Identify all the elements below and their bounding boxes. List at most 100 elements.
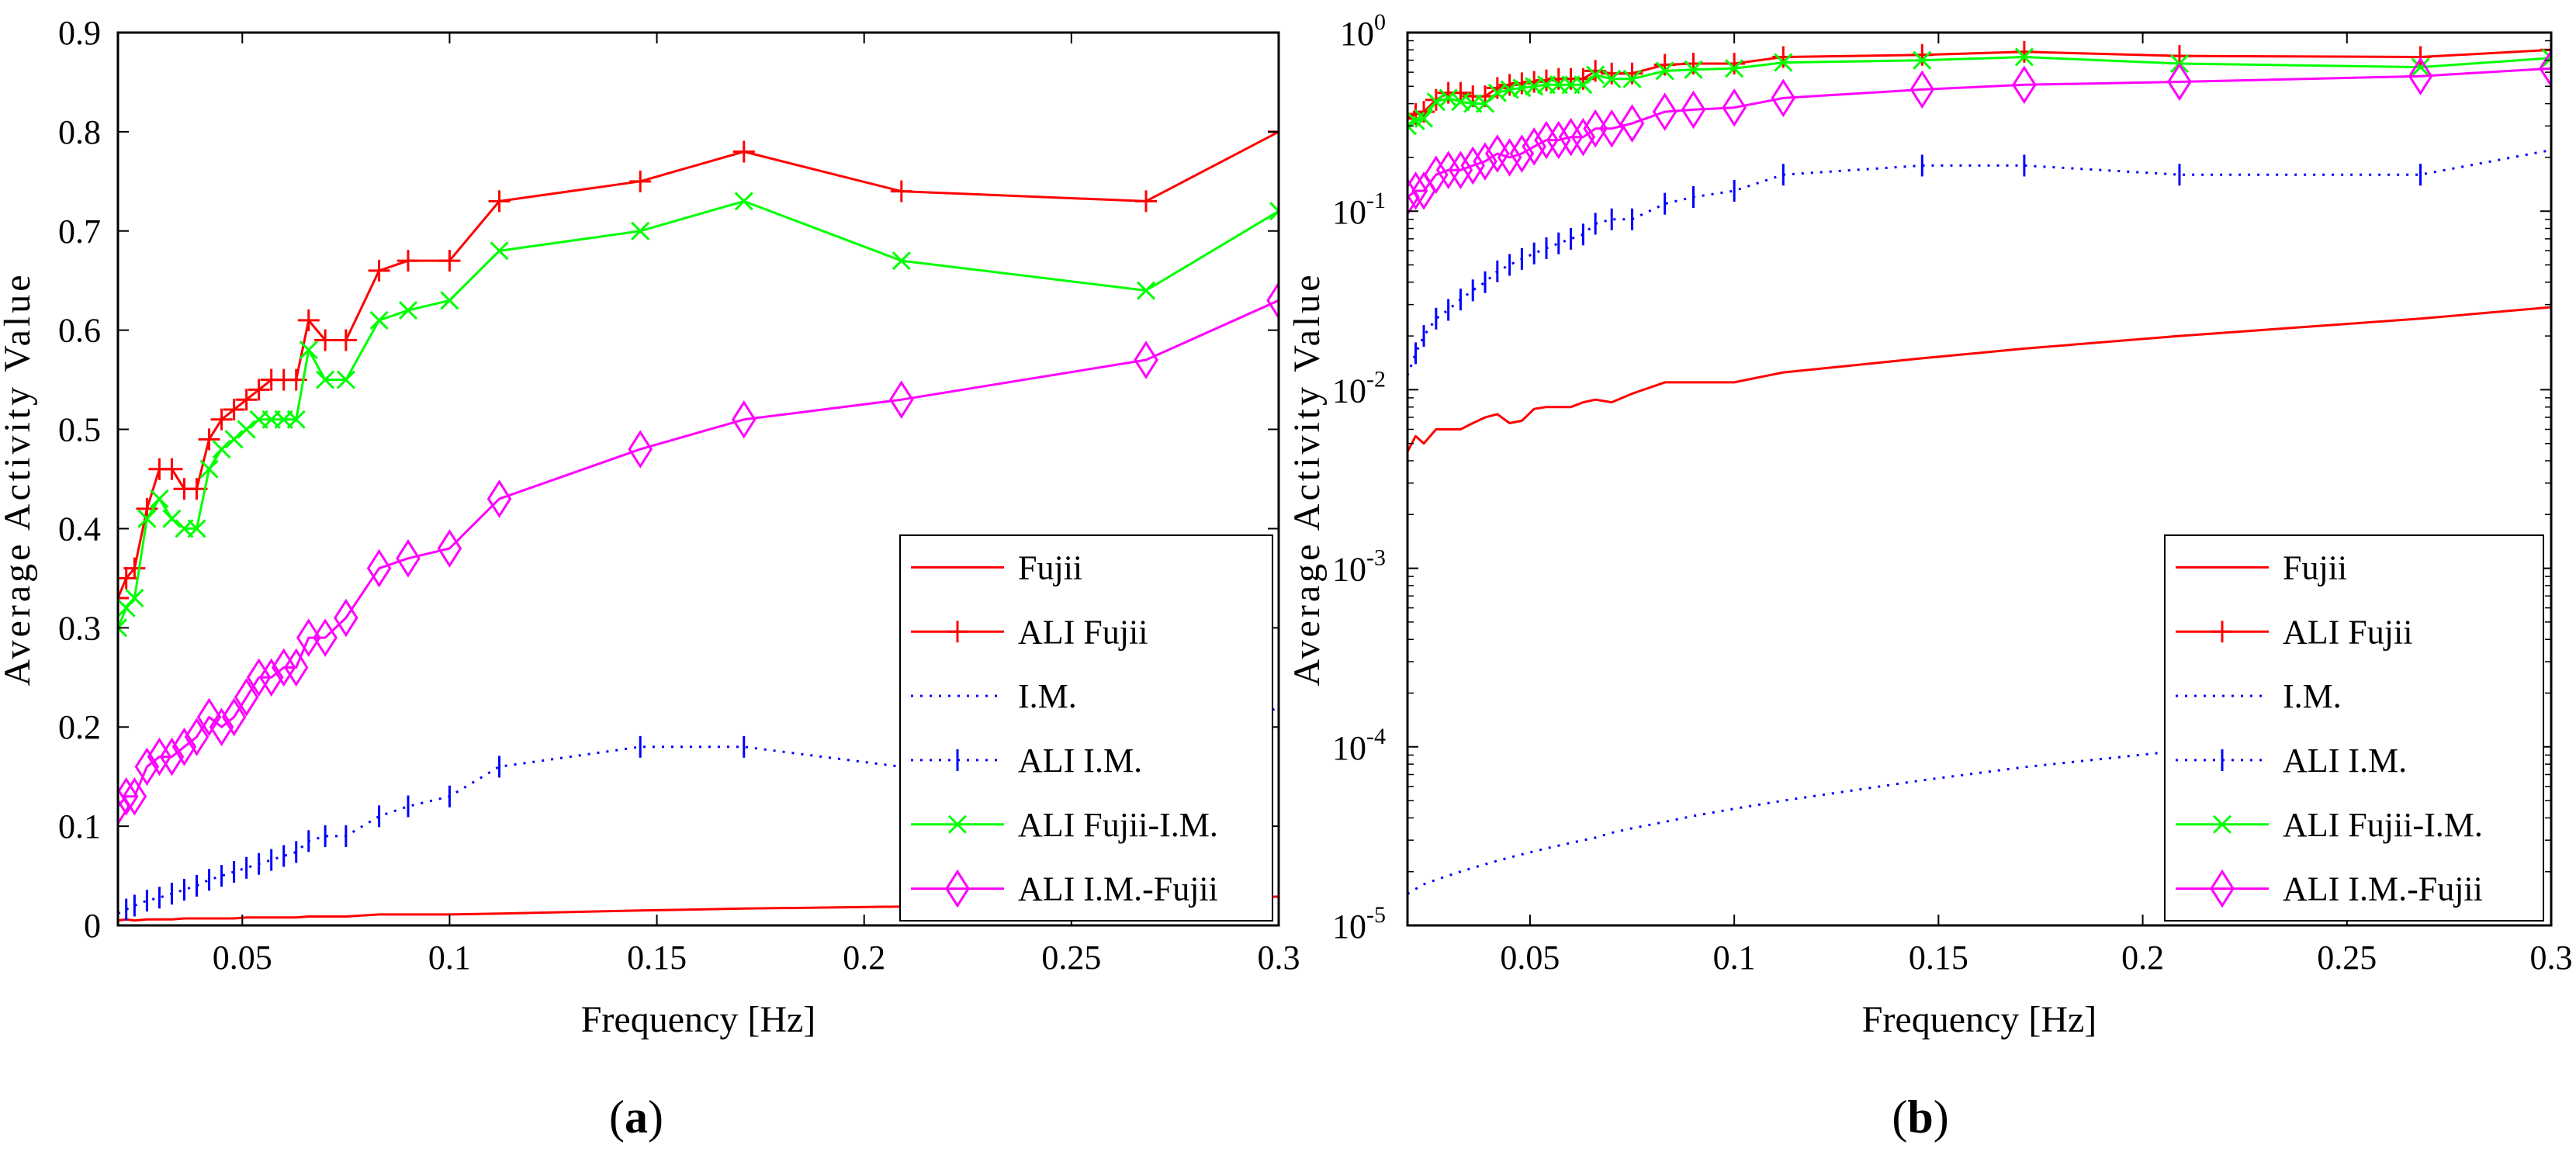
data-point xyxy=(2541,48,2551,67)
data-point xyxy=(334,329,357,351)
plot-frame xyxy=(1406,31,2553,927)
data-point xyxy=(1448,150,1473,189)
data-point xyxy=(198,428,220,451)
data-point xyxy=(1909,70,1935,109)
x-tick-label: 0.15 xyxy=(1909,939,1968,977)
data-point xyxy=(1771,78,1796,118)
data-point xyxy=(184,718,209,756)
series-line-ali-i-m- xyxy=(118,706,1279,915)
x-axis-label: Frequency [Hz] xyxy=(581,999,816,1040)
series-line-ali-fujii-i-m- xyxy=(1407,56,2551,127)
y-tick-label: 0.3 xyxy=(58,609,101,647)
data-point xyxy=(283,648,309,687)
data-point xyxy=(314,329,337,351)
data-point xyxy=(1497,138,1522,177)
x-tick-label: 0.15 xyxy=(627,939,687,977)
y-axis-label: Average Activity Value xyxy=(0,271,38,686)
x-tick-label: 0.3 xyxy=(2530,939,2573,977)
y-tick-label: 0.6 xyxy=(58,312,101,350)
x-tick-label: 0.25 xyxy=(1041,939,1101,977)
y-tick-label: 0.8 xyxy=(58,113,101,151)
x-tick-label: 0.2 xyxy=(843,939,885,977)
y-tick-label: 0.4 xyxy=(58,510,101,548)
data-point xyxy=(187,519,206,538)
data-point xyxy=(299,341,318,360)
data-point xyxy=(237,420,256,439)
legend: Fujii ALI Fujii I.M. ALI I.M. ALI Fujii-I.M.… xyxy=(899,534,1273,922)
data-point xyxy=(1407,116,1418,136)
data-point xyxy=(1583,109,1608,148)
legend-box xyxy=(899,534,1273,922)
legend-label: Fujii xyxy=(2283,548,2347,586)
data-point xyxy=(1487,83,1507,102)
data-point xyxy=(398,301,418,320)
y-tick-label: 0 xyxy=(84,907,101,945)
data-point xyxy=(1911,43,1934,66)
data-point xyxy=(369,310,389,330)
data-point xyxy=(1652,92,1678,131)
data-point xyxy=(1586,65,1605,85)
data-point xyxy=(134,747,160,787)
data-point xyxy=(1570,117,1596,157)
data-point xyxy=(210,408,233,431)
x-axis-label: Frequency [Hz] xyxy=(1862,999,2097,1040)
data-point xyxy=(1473,142,1497,181)
data-point xyxy=(629,170,652,192)
data-point xyxy=(123,557,146,579)
data-point xyxy=(892,251,911,271)
data-point xyxy=(2014,47,2034,67)
data-point xyxy=(1534,120,1559,160)
y-tick-label: 0.5 xyxy=(58,411,101,449)
data-point xyxy=(224,430,244,449)
data-point xyxy=(1722,88,1747,127)
data-point xyxy=(336,370,355,389)
legend-label: ALI I.M.-Fujii xyxy=(1018,870,1218,908)
data-point xyxy=(223,398,245,420)
data-point xyxy=(440,291,459,310)
data-point xyxy=(397,250,419,272)
series-line-ali-i-m-fujii xyxy=(1407,67,2551,199)
legend-label: ALI I.M. xyxy=(1018,742,1142,780)
legend-marker xyxy=(947,814,968,834)
data-point xyxy=(286,410,306,429)
legend-label: I.M. xyxy=(1018,677,1077,715)
data-point xyxy=(125,588,144,608)
data-point xyxy=(316,370,335,389)
y-tick-label: 10-4 xyxy=(1332,724,1386,767)
data-point xyxy=(150,489,169,509)
data-point xyxy=(159,737,185,776)
data-point xyxy=(147,737,172,776)
data-point xyxy=(628,430,653,469)
data-point xyxy=(258,658,284,697)
data-point xyxy=(161,458,183,480)
y-tick-label: 10-5 xyxy=(1332,902,1386,946)
data-point xyxy=(1435,150,1461,189)
legend-marker xyxy=(2211,621,2233,643)
series-line-ali-fujii-i-m- xyxy=(118,199,1279,628)
legend-marker xyxy=(947,621,968,643)
data-point xyxy=(1621,62,1643,85)
plot-frame xyxy=(116,31,1280,927)
data-point xyxy=(1269,202,1279,221)
x-tick-label: 0.1 xyxy=(428,939,471,977)
x-tick-label: 0.05 xyxy=(1500,939,1560,977)
data-point xyxy=(235,389,258,411)
data-point xyxy=(246,658,272,697)
data-point xyxy=(234,678,259,717)
data-point xyxy=(1574,75,1593,95)
data-point xyxy=(248,379,270,401)
y-tick-label: 0.9 xyxy=(58,14,101,52)
legend-label: ALI Fujii-I.M. xyxy=(2283,806,2483,844)
data-point xyxy=(631,221,650,240)
data-point xyxy=(731,399,757,439)
x-tick-label: 0.2 xyxy=(2121,939,2164,977)
data-point xyxy=(2167,62,2192,102)
x-tick-label: 0.1 xyxy=(1713,939,1756,977)
series-line-ali-i-m-fujii xyxy=(118,299,1279,808)
data-point xyxy=(1602,69,1622,88)
data-point xyxy=(118,618,128,638)
data-point xyxy=(490,241,509,261)
data-point xyxy=(1486,77,1508,99)
data-point xyxy=(1684,60,1703,79)
